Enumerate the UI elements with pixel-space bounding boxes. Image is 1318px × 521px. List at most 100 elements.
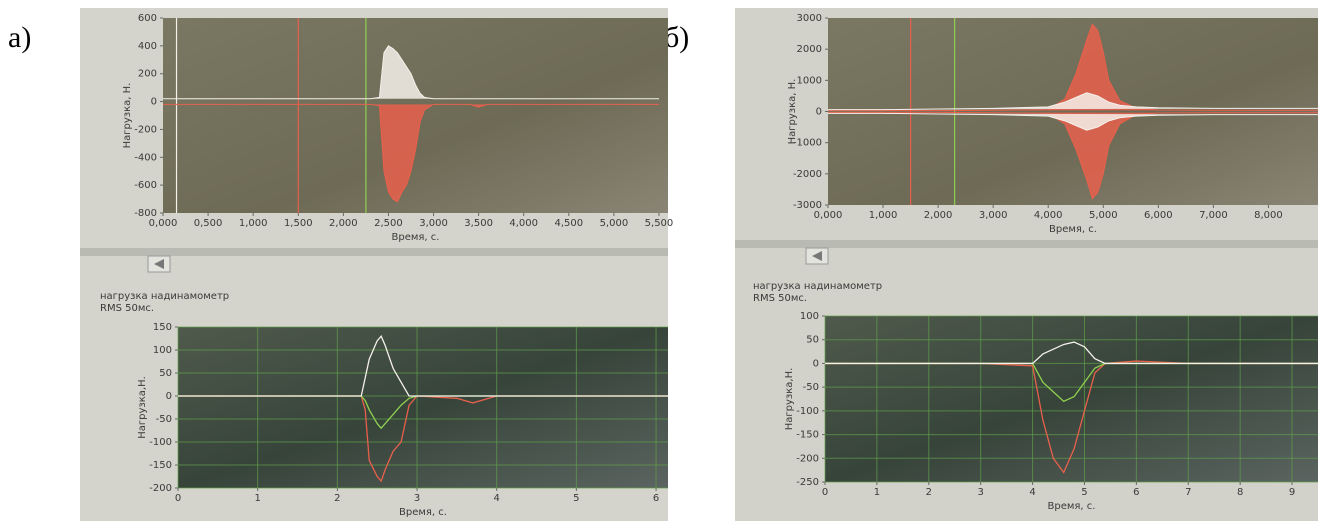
- x-tick-label: 4,000: [1034, 210, 1063, 221]
- plot-area: [825, 316, 1318, 482]
- scroll-arrow: [154, 259, 164, 269]
- x-axis-title: Время, с.: [1049, 224, 1097, 235]
- y-tick-label: -250: [796, 477, 819, 488]
- y-tick-label: 600: [138, 13, 157, 24]
- x-tick-label: 0: [822, 487, 828, 498]
- signal-line: [825, 341, 1318, 365]
- x-tick-label: 3: [414, 493, 420, 504]
- y-tick-label: 0: [813, 358, 819, 369]
- y-tick-label: -50: [803, 382, 819, 393]
- x-tick-label: 6: [653, 493, 659, 504]
- y-tick-label: -400: [134, 152, 157, 163]
- x-tick-label: 1: [874, 487, 880, 498]
- x-tick-label: 7: [1185, 487, 1191, 498]
- y-tick-label: -50: [156, 414, 172, 425]
- y-axis-title: Нагрузка,Н.: [137, 376, 148, 439]
- y-axis-title: Нагрузка, Н.: [787, 79, 798, 145]
- x-tick-label: 4,000: [509, 218, 538, 229]
- subtitle: RMS 50мс.: [753, 293, 807, 304]
- x-tick-label: 0,500: [194, 218, 223, 229]
- x-tick-label: 1,000: [239, 218, 268, 229]
- y-tick-label: 1000: [797, 75, 822, 86]
- x-tick-label: 1: [254, 493, 260, 504]
- x-tick-label: 5: [1081, 487, 1087, 498]
- signal-area: [828, 23, 1318, 112]
- x-axis-title: Время, с.: [1048, 501, 1096, 512]
- y-tick-label: 100: [153, 345, 172, 356]
- scroll-arrow: [812, 251, 822, 261]
- x-tick-label: 5: [573, 493, 579, 504]
- x-tick-label: 2: [926, 487, 932, 498]
- y-axis-title: Нагрузка,Н.: [784, 368, 795, 431]
- y-tick-label: 50: [806, 335, 819, 346]
- y-tick-label: 200: [138, 69, 157, 80]
- x-tick-label: 3,000: [419, 218, 448, 229]
- y-tick-label: -200: [149, 483, 172, 494]
- y-tick-label: 100: [800, 311, 819, 322]
- subtitle: нагрузка надинамометр: [753, 281, 882, 292]
- y-tick-label: 0: [166, 391, 172, 402]
- y-tick-label: -2000: [793, 169, 822, 180]
- divider: [80, 248, 668, 256]
- y-tick-label: 50: [159, 368, 172, 379]
- y-tick-label: 400: [138, 41, 157, 52]
- y-tick-label: 150: [153, 322, 172, 333]
- y-tick-label: -100: [796, 406, 819, 417]
- signal-area: [828, 112, 1318, 131]
- x-axis-title: Время, с.: [392, 232, 440, 243]
- x-tick-label: 5,000: [1089, 210, 1118, 221]
- y-tick-label: -150: [149, 460, 172, 471]
- x-tick-label: 2: [334, 493, 340, 504]
- x-tick-label: 2,000: [329, 218, 358, 229]
- signal-area: [163, 45, 659, 100]
- x-tick-label: 7,000: [1199, 210, 1228, 221]
- x-tick-label: 3,000: [979, 210, 1008, 221]
- x-tick-label: 0: [175, 493, 181, 504]
- x-tick-label: 6: [1133, 487, 1139, 498]
- x-tick-label: 8: [1237, 487, 1243, 498]
- y-tick-label: -600: [134, 180, 157, 191]
- y-tick-label: 3000: [797, 13, 822, 24]
- subtitle: нагрузка надинамометр: [100, 291, 229, 302]
- x-tick-label: 4: [1029, 487, 1035, 498]
- y-tick-label: -800: [134, 208, 157, 219]
- y-tick-label: -1000: [793, 138, 822, 149]
- signal-line: [178, 334, 668, 397]
- panel-label: б): [664, 21, 689, 54]
- x-tick-label: 3: [977, 487, 983, 498]
- y-axis-title: Нагрузка, Н.: [122, 83, 133, 149]
- divider: [735, 240, 1318, 248]
- plot-area: [828, 18, 1318, 205]
- x-tick-label: 5,500: [645, 218, 674, 229]
- x-tick-label: 4,500: [554, 218, 583, 229]
- x-axis-title: Время, с.: [399, 507, 447, 518]
- y-tick-label: 2000: [797, 44, 822, 55]
- y-tick-label: -200: [134, 124, 157, 135]
- x-tick-label: 1,000: [869, 210, 898, 221]
- y-tick-label: -3000: [793, 200, 822, 211]
- x-tick-label: 5,000: [600, 218, 629, 229]
- signal-area: [828, 111, 1318, 200]
- x-tick-label: 0,000: [149, 218, 178, 229]
- x-tick-label: 6,000: [1144, 210, 1173, 221]
- x-tick-label: 8,000: [1254, 210, 1283, 221]
- signal-area: [163, 103, 659, 203]
- y-tick-label: 0: [151, 97, 157, 108]
- x-tick-label: 2,500: [374, 218, 403, 229]
- signal-area: [828, 92, 1318, 111]
- x-tick-label: 1,500: [284, 218, 313, 229]
- y-tick-label: -200: [796, 453, 819, 464]
- x-tick-label: 0,000: [814, 210, 843, 221]
- subtitle: RMS 50мс.: [100, 303, 154, 314]
- y-tick-label: -150: [796, 430, 819, 441]
- y-tick-label: -100: [149, 437, 172, 448]
- panel-label: а): [8, 21, 31, 54]
- x-tick-label: 2,000: [924, 210, 953, 221]
- x-tick-label: 9: [1289, 487, 1295, 498]
- y-tick-label: 0: [816, 107, 822, 118]
- plot-area: [178, 327, 668, 488]
- x-tick-label: 4: [494, 493, 500, 504]
- x-tick-label: 3,500: [464, 218, 493, 229]
